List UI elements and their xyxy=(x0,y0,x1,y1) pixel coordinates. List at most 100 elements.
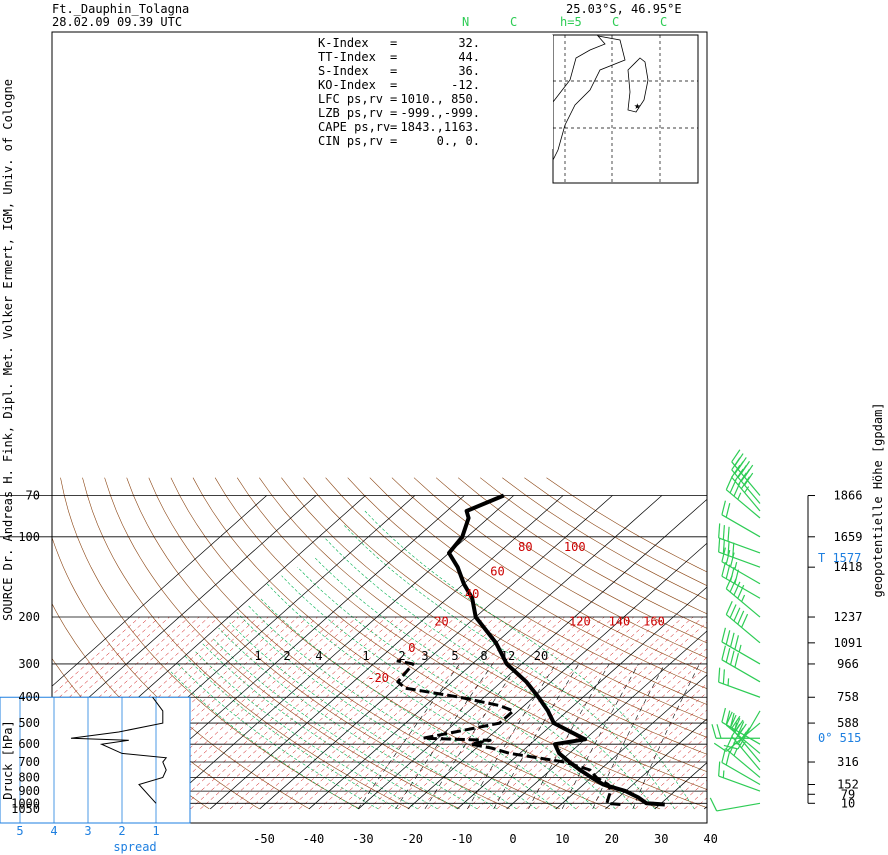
isotherm-minor xyxy=(52,616,259,801)
wind-barb xyxy=(721,561,761,599)
wind-barb-flag xyxy=(733,581,741,596)
index-value: 1843.,1163. xyxy=(401,120,480,134)
index-eq: = xyxy=(390,120,397,134)
spread-tick: 4 xyxy=(50,824,57,838)
wind-barb-flag xyxy=(725,710,731,725)
height-label: 1091 xyxy=(834,636,863,650)
level-mark: 0° 515 xyxy=(818,731,861,745)
index-eq: = xyxy=(390,64,397,78)
wind-barb-flag xyxy=(734,468,744,482)
moist-adiabat xyxy=(235,610,517,810)
wind-barb-staff xyxy=(721,561,761,585)
wind-barb-flag xyxy=(725,711,733,726)
wind-barb-flag xyxy=(740,476,751,490)
wind-barb-staff xyxy=(737,710,761,750)
legend-item: C xyxy=(660,15,667,29)
index-eq: = xyxy=(390,92,397,106)
wind-barb-flag xyxy=(737,723,747,737)
isotherm-main xyxy=(555,674,707,810)
isotherm-main xyxy=(52,495,267,687)
moist-adiabat xyxy=(201,642,438,810)
legend-item: N xyxy=(462,15,469,29)
wind-barb-staff xyxy=(725,489,761,519)
mixing-ratio-label: 1 xyxy=(362,649,369,663)
wind-barb-flag xyxy=(737,610,745,625)
isotherm-main xyxy=(52,495,317,731)
dry-adiabat xyxy=(347,477,707,705)
index-eq: = xyxy=(390,78,397,92)
dry-adiabat xyxy=(126,477,510,810)
potential-temp-label: 40 xyxy=(465,587,479,601)
isotherm-main xyxy=(358,498,707,810)
wind-barb-flag xyxy=(744,472,754,486)
mixing-ratio-line xyxy=(592,663,666,810)
datetime: 28.02.09 09.39 UTC xyxy=(52,15,182,29)
wind-barb-flag xyxy=(725,630,731,645)
wind-barb xyxy=(721,645,761,683)
index-eq: = xyxy=(390,106,397,120)
index-label: KO-Index xyxy=(318,78,376,92)
temperature-tick: -10 xyxy=(451,832,473,846)
isotherm-minor xyxy=(52,616,249,792)
wind-barb-flag xyxy=(734,453,744,466)
index-label: CIN ps,rv xyxy=(318,134,383,148)
indices-box xyxy=(315,35,553,149)
isotherm-minor xyxy=(180,616,397,810)
isotherm-minor xyxy=(496,621,707,810)
height-label: 1866 xyxy=(834,489,863,503)
moist-adiabat xyxy=(297,566,616,810)
wind-barb xyxy=(723,710,761,750)
index-value: 32. xyxy=(458,36,480,50)
isotherm-minor xyxy=(249,616,466,810)
isotherm-minor xyxy=(476,616,694,810)
wind-barb-flag xyxy=(737,457,747,470)
spread-profile xyxy=(70,696,168,804)
index-label: K-Index xyxy=(318,36,369,50)
spread-tick: 1 xyxy=(152,824,159,838)
wind-barbs xyxy=(709,449,761,812)
isotherm-main xyxy=(605,718,707,810)
isotherm-minor xyxy=(131,616,348,810)
wind-barb-flag xyxy=(741,613,749,628)
wind-barb-flag xyxy=(711,724,717,739)
wind-barb-flag xyxy=(721,547,727,562)
wind-barb-half xyxy=(740,741,746,749)
pressure-label: 400 xyxy=(18,690,40,704)
isotherm-minor xyxy=(279,616,496,810)
wind-barb-flag xyxy=(725,601,733,615)
wind-barb-flag xyxy=(722,525,725,540)
index-label: S-Index xyxy=(318,64,369,78)
chart-profiles xyxy=(70,493,665,807)
moist-adiabat xyxy=(212,637,458,810)
dry-adiabat xyxy=(435,477,707,644)
mixing-ratio-label: 5 xyxy=(451,649,458,663)
station-name: Ft._Dauphin_Tolagna xyxy=(52,2,189,16)
isotherm-minor xyxy=(170,616,387,810)
spread-tick: 5 xyxy=(16,824,23,838)
wind-barb-half xyxy=(741,594,746,602)
wind-barb-flag xyxy=(734,569,740,584)
isotherm-main xyxy=(308,495,663,810)
dry-adiabat xyxy=(60,477,360,810)
wind-barb-flag xyxy=(721,645,727,660)
wind-barb-staff xyxy=(718,537,761,554)
isotherm-minor xyxy=(387,616,605,810)
isotherm-minor xyxy=(52,616,239,784)
isotherm-minor xyxy=(269,616,486,810)
wind-barb-flag xyxy=(721,707,727,723)
wind-barb-flag xyxy=(722,539,725,554)
wind-barb-flag xyxy=(725,476,733,490)
dry-adiabat xyxy=(104,477,460,810)
isotherm-minor xyxy=(328,616,546,810)
moist-adiabat xyxy=(229,622,497,810)
isotherm-minor xyxy=(526,648,707,810)
height-label: 79 xyxy=(841,787,855,801)
isotherm-minor xyxy=(298,616,516,810)
index-value: 44. xyxy=(458,50,480,64)
isotherm-minor xyxy=(52,616,200,748)
isotherm-minor xyxy=(447,616,664,810)
wind-barb-flag xyxy=(725,549,731,565)
height-label: 588 xyxy=(837,716,859,730)
